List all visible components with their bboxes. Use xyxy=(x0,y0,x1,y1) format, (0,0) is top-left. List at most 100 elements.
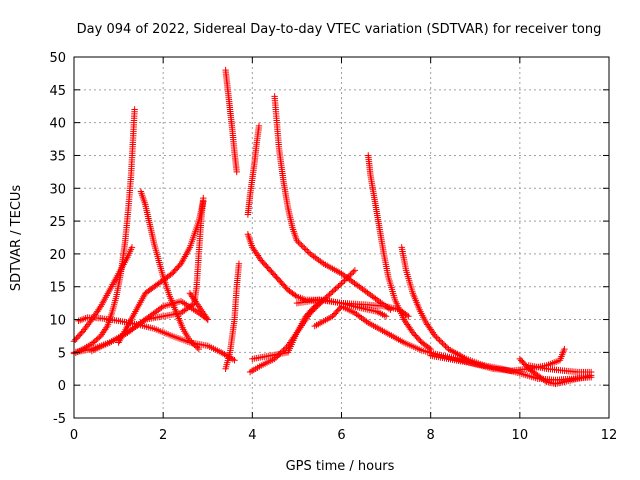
data-point xyxy=(192,343,200,350)
series-arc4 xyxy=(75,314,238,364)
data-marks xyxy=(70,66,595,388)
data-point xyxy=(436,337,443,344)
y-tick-label: 0 xyxy=(58,379,66,394)
data-point xyxy=(364,289,371,296)
data-point xyxy=(403,311,411,319)
data-point xyxy=(298,241,305,249)
data-point xyxy=(335,282,342,290)
data-point xyxy=(587,368,595,376)
data-point xyxy=(137,319,144,327)
y-tick-label: 20 xyxy=(49,248,66,263)
data-point xyxy=(357,284,365,292)
data-point xyxy=(155,306,162,314)
data-point xyxy=(324,292,332,299)
plot-frame xyxy=(73,56,610,419)
series-arc16 xyxy=(311,303,497,372)
x-tick-label: 6 xyxy=(337,428,345,443)
data-point xyxy=(189,340,197,347)
series-arc2 xyxy=(70,244,136,345)
data-point xyxy=(442,342,449,350)
data-point xyxy=(356,283,363,290)
x-axis-label: GPS time / hours xyxy=(286,459,395,474)
data-point xyxy=(349,278,357,286)
y-tick-label: -5 xyxy=(53,412,66,427)
y-tick-label: 45 xyxy=(49,84,66,99)
data-point xyxy=(433,334,440,341)
data-point xyxy=(348,270,356,277)
data-point xyxy=(153,307,160,315)
data-point xyxy=(338,280,345,287)
series-arc7 xyxy=(115,198,207,346)
data-point xyxy=(158,304,165,311)
data-point xyxy=(351,267,359,274)
data-point xyxy=(127,327,134,334)
data-point xyxy=(338,270,345,277)
data-point xyxy=(360,287,368,294)
y-tick-label: 10 xyxy=(49,314,66,329)
data-point xyxy=(323,293,330,301)
data-point xyxy=(437,338,445,345)
data-point xyxy=(344,274,351,281)
y-tick-label: 50 xyxy=(49,51,66,66)
series-arc5 xyxy=(137,188,203,353)
data-point xyxy=(302,246,310,253)
data-point xyxy=(425,344,433,352)
data-point xyxy=(354,282,361,289)
y-axis-label: SDTVAR / TECUs xyxy=(9,185,24,292)
data-point xyxy=(367,291,374,299)
data-point xyxy=(132,323,139,330)
data-point xyxy=(332,285,339,293)
data-point xyxy=(134,322,141,329)
y-tick-label: 15 xyxy=(49,281,66,296)
data-point xyxy=(369,293,376,300)
data-point xyxy=(307,309,314,317)
series-arc10 xyxy=(222,260,243,372)
data-point xyxy=(362,288,370,295)
data-point xyxy=(348,277,355,284)
axis-ticks xyxy=(73,56,610,419)
data-point xyxy=(200,198,207,205)
data-point xyxy=(195,345,203,353)
data-point xyxy=(351,279,358,287)
data-point xyxy=(350,268,357,275)
data-point xyxy=(151,309,159,316)
y-tick-label: 5 xyxy=(58,346,66,361)
data-point xyxy=(347,271,354,278)
data-point xyxy=(310,306,317,314)
data-point xyxy=(326,291,333,298)
x-tick-label: 8 xyxy=(427,428,435,443)
x-tick-labels: 0 2 4 6 8 10 12 xyxy=(70,428,617,443)
data-point xyxy=(561,345,568,353)
data-point xyxy=(372,295,379,302)
data-point xyxy=(231,357,238,364)
y-tick-labels: -5 0 5 10 15 20 25 30 35 40 45 50 xyxy=(49,51,66,427)
data-point xyxy=(296,240,304,247)
series-arc17 xyxy=(365,152,434,353)
data-point xyxy=(156,305,164,313)
data-point xyxy=(541,377,549,385)
data-point xyxy=(204,316,211,323)
data-point xyxy=(345,272,353,280)
data-point xyxy=(233,168,240,176)
x-tick-label: 4 xyxy=(248,428,256,443)
series-arc9 xyxy=(222,66,240,176)
x-tick-label: 0 xyxy=(70,428,78,443)
data-point xyxy=(130,324,138,332)
series-arc18 xyxy=(398,244,488,369)
data-point xyxy=(365,290,373,298)
data-point xyxy=(339,271,347,278)
data-point xyxy=(431,332,439,340)
data-point xyxy=(329,288,336,295)
series-arc11 xyxy=(244,122,263,218)
series-arc8 xyxy=(186,290,211,323)
y-tick-label: 30 xyxy=(49,182,66,197)
data-point xyxy=(336,281,344,289)
data-point xyxy=(339,278,347,286)
series-arc22 xyxy=(516,355,595,388)
data-point xyxy=(333,284,341,291)
data-point xyxy=(439,340,446,347)
y-tick-label: 35 xyxy=(49,149,66,164)
data-point xyxy=(405,313,412,320)
data-point xyxy=(138,318,146,326)
